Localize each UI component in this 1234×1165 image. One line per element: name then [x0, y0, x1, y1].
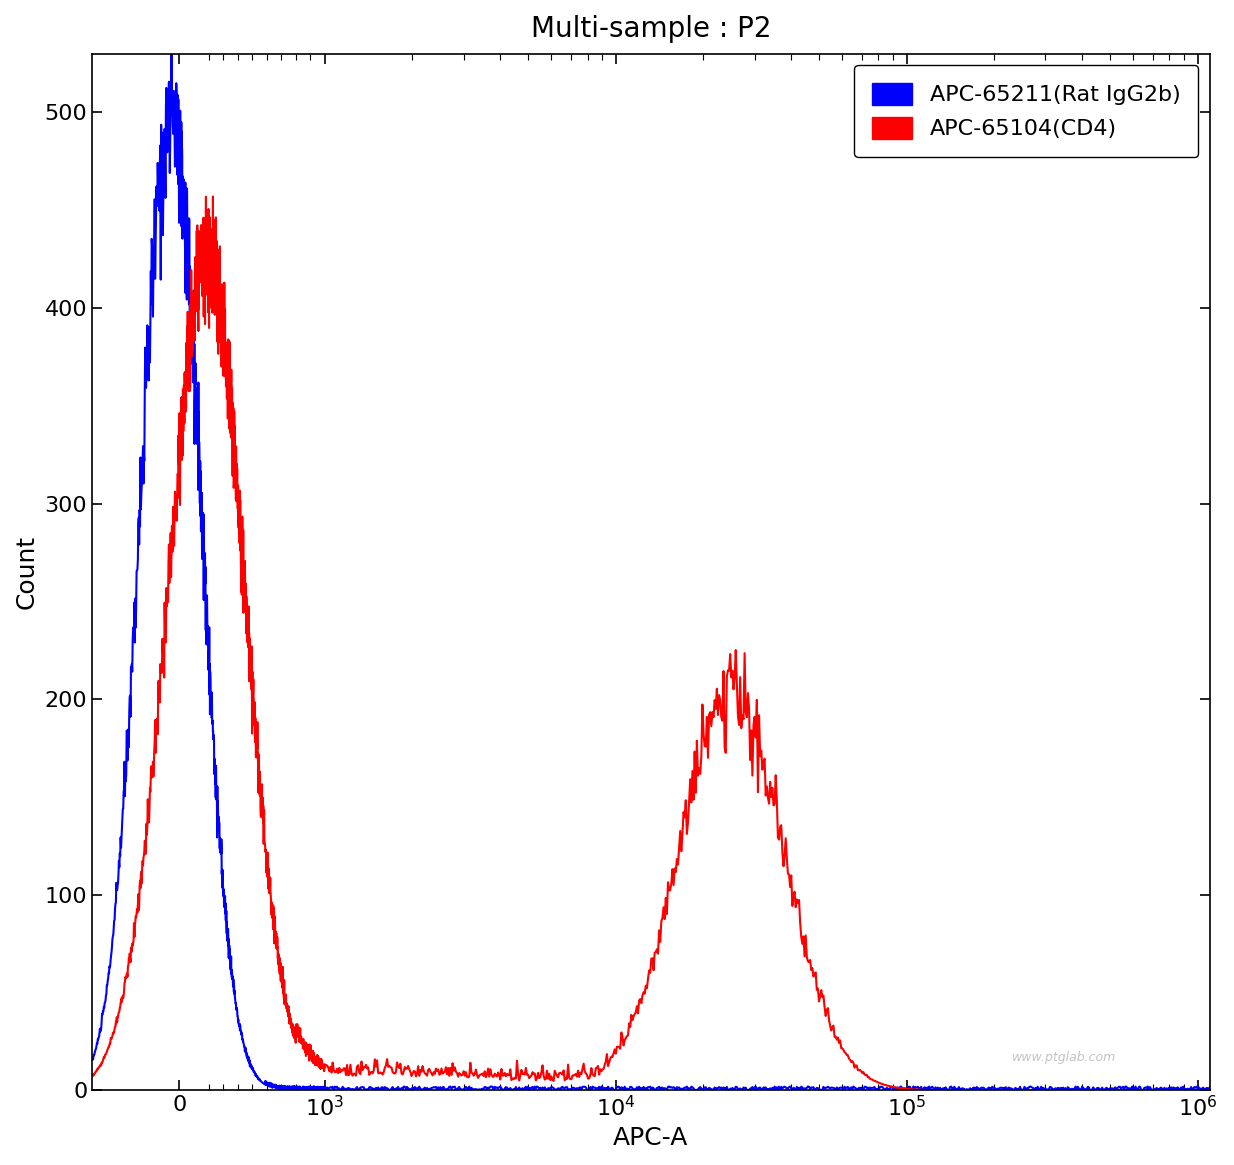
APC-65104(CD4): [96, 1051, 111, 1065]
APC-65104(CD4): [206, 190, 221, 204]
APC-65104(CD4): [315, 1060, 329, 1074]
APC-65104(CD4): [1204, 1083, 1219, 1097]
APC-65104(CD4): [712, 689, 727, 702]
Legend: APC-65211(Rat IgG2b), APC-65104(CD4): APC-65211(Rat IgG2b), APC-65104(CD4): [854, 65, 1198, 157]
Line: APC-65104(CD4): APC-65104(CD4): [93, 197, 1212, 1090]
APC-65211(Rat IgG2b): [587, 1081, 602, 1095]
APC-65211(Rat IgG2b): [712, 1080, 727, 1094]
APC-65104(CD4): [955, 1083, 970, 1097]
APC-65104(CD4): [85, 1069, 100, 1083]
APC-65211(Rat IgG2b): [974, 1081, 988, 1095]
APC-65211(Rat IgG2b): [164, 24, 179, 38]
Text: www.ptglab.com: www.ptglab.com: [1012, 1052, 1117, 1065]
APC-65211(Rat IgG2b): [85, 1052, 100, 1066]
Title: Multi-sample : P2: Multi-sample : P2: [531, 15, 771, 43]
APC-65211(Rat IgG2b): [1204, 1083, 1219, 1097]
APC-65104(CD4): [587, 1069, 602, 1083]
APC-65211(Rat IgG2b): [315, 1080, 329, 1094]
Line: APC-65211(Rat IgG2b): APC-65211(Rat IgG2b): [93, 31, 1212, 1090]
X-axis label: APC-A: APC-A: [613, 1127, 689, 1150]
Y-axis label: Count: Count: [15, 535, 39, 609]
APC-65211(Rat IgG2b): [955, 1081, 970, 1095]
APC-65211(Rat IgG2b): [96, 1001, 111, 1015]
APC-65211(Rat IgG2b): [1059, 1083, 1074, 1097]
APC-65104(CD4): [974, 1083, 988, 1097]
